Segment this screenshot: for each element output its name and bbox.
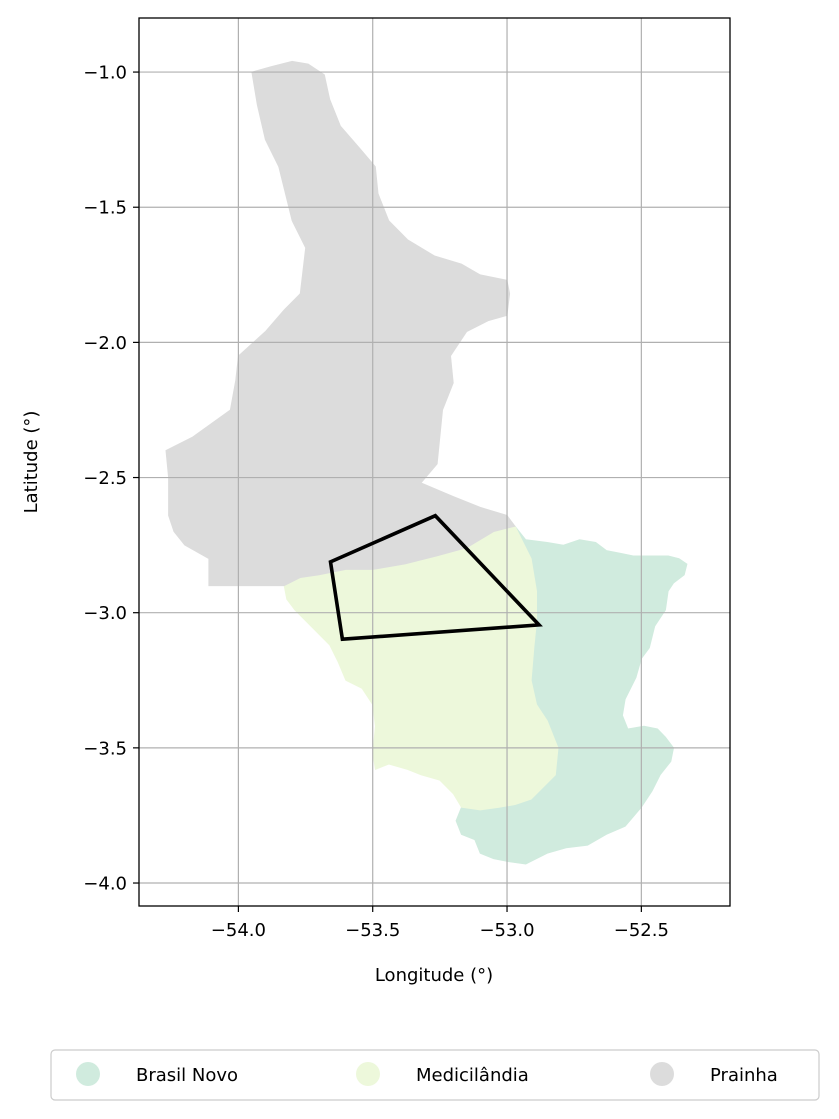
y-tick-label: −4.0 (83, 874, 127, 895)
legend-item-brasil-novo: Brasil Novo (76, 1062, 238, 1086)
legend-frame (50, 1049, 820, 1101)
x-tick-label: −53.5 (345, 920, 400, 941)
overlay-polygon-layer (328, 513, 543, 642)
y-tick-label: −3.5 (83, 738, 127, 759)
x-tick-label: −54.0 (211, 920, 266, 941)
y-tick-label: −2.5 (83, 468, 127, 489)
x-tick-label: −52.5 (614, 920, 669, 941)
legend-marker (76, 1062, 100, 1086)
legend-label: Medicilândia (416, 1065, 529, 1086)
legend-item-prainha: Prainha (650, 1062, 778, 1086)
region-prainha (165, 60, 516, 587)
y-tick-label: −2.0 (83, 333, 127, 354)
y-tick-label: −3.0 (83, 603, 127, 624)
legend-marker (356, 1062, 380, 1086)
x-tick-label: −53.0 (479, 920, 534, 941)
map-regions (165, 60, 688, 865)
legend-label: Prainha (710, 1065, 778, 1086)
y-tick-label: −1.0 (83, 63, 127, 84)
x-axis-label: Longitude (°) (375, 965, 493, 986)
y-axis-ticks: −1.0 −1.5 −2.0 −2.5 −3.0 −3.5 −4.0 (83, 63, 139, 895)
x-axis-ticks: −54.0 −53.5 −53.0 −52.5 (211, 906, 669, 941)
y-axis-label: Latitude (°) (21, 411, 42, 514)
legend-marker (650, 1062, 674, 1086)
legend-item-medicilandia: Medicilândia (356, 1062, 529, 1086)
legend-label: Brasil Novo (136, 1065, 238, 1086)
y-tick-label: −1.5 (83, 198, 127, 219)
axes-frame (138, 17, 731, 907)
legend: Brasil Novo Medicilândia Prainha (50, 1049, 820, 1101)
grid (139, 18, 730, 906)
overlay-polygon (328, 513, 543, 642)
